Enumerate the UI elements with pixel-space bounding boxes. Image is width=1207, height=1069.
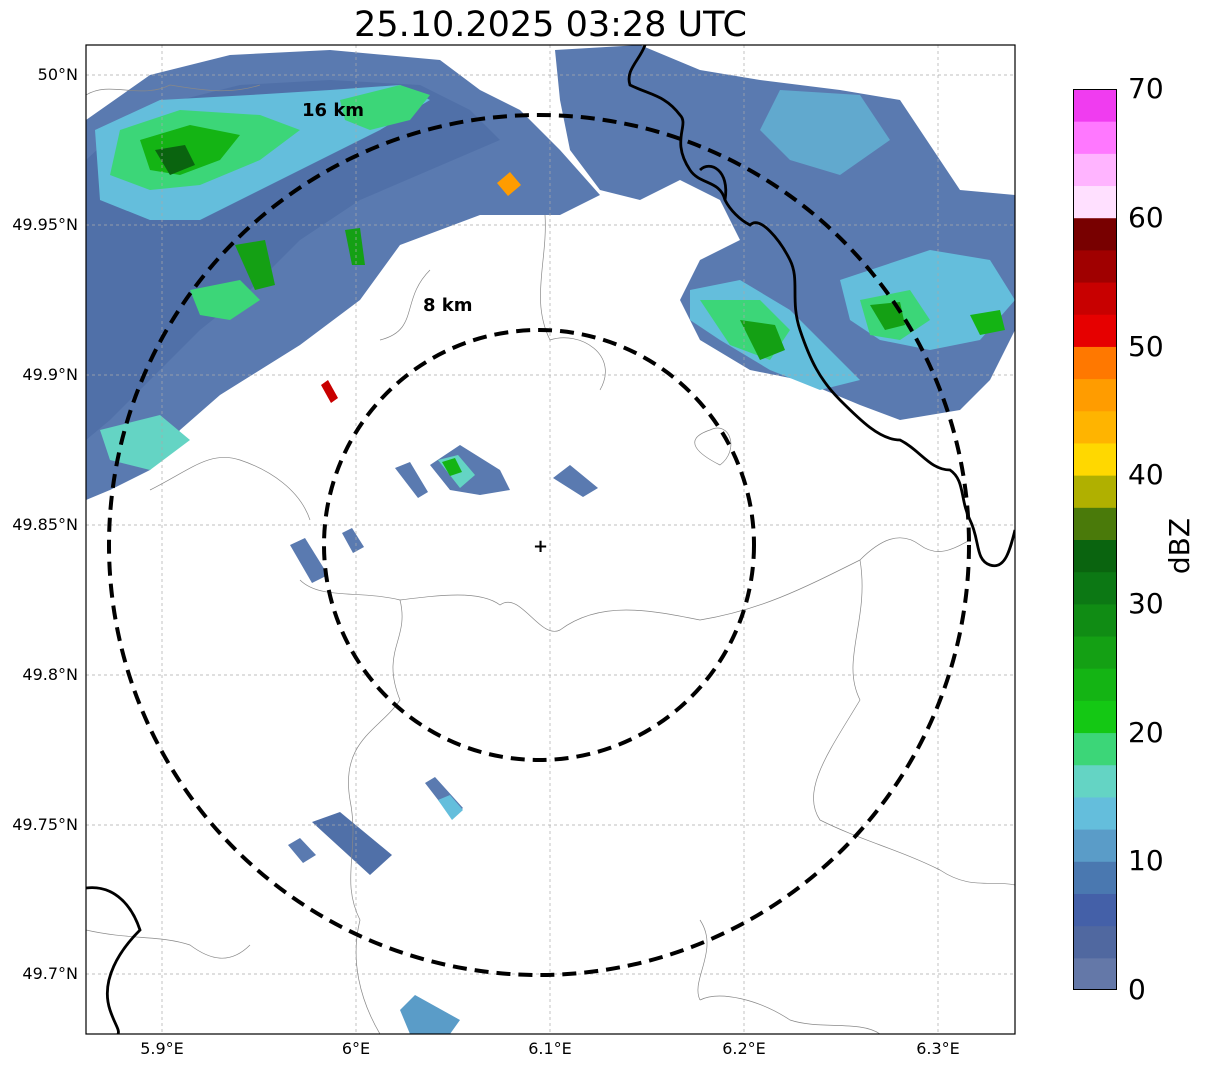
lat-tick-label: 49.95°N	[12, 215, 78, 234]
colorbar-segment	[1073, 346, 1117, 380]
lat-tick-label: 49.85°N	[12, 515, 78, 534]
colorbar-segment	[1073, 282, 1117, 315]
lon-tick-label: 6.2°E	[722, 1039, 766, 1058]
colorbar-segment	[1073, 121, 1117, 154]
colorbar-segment	[1073, 732, 1117, 766]
colorbar-segment	[1073, 957, 1117, 990]
radar-center-marker: +	[533, 536, 548, 557]
lat-tick-label: 49.8°N	[22, 665, 78, 684]
colorbar-segment	[1073, 668, 1117, 701]
map-title: 25.10.2025 03:28 UTC	[354, 5, 747, 45]
lat-tick-label: 49.75°N	[12, 815, 78, 834]
lon-tick-label: 6.3°E	[916, 1039, 960, 1058]
colorbar-segment	[1073, 925, 1117, 959]
colorbar-tick-label: 30	[1128, 587, 1164, 620]
colorbar-frame	[1073, 89, 1117, 990]
colorbar-segment	[1073, 861, 1117, 894]
colorbar-segment	[1073, 603, 1117, 637]
colorbar-segment	[1073, 89, 1117, 122]
colorbar-segment	[1073, 153, 1117, 187]
ring-16km	[107, 113, 971, 977]
ring-8km	[322, 328, 756, 762]
colorbar-segment	[1073, 764, 1117, 798]
colorbar-segment	[1073, 507, 1117, 540]
colorbar-segment	[1073, 442, 1117, 476]
colorbar-segment	[1073, 249, 1117, 283]
colorbar-segment	[1073, 796, 1117, 830]
colorbar-segment	[1073, 893, 1117, 927]
colorbar-tick-label: 40	[1128, 458, 1164, 491]
ring-label-8km: 8 km	[423, 295, 473, 316]
ring-label-16km: 16 km	[302, 100, 365, 121]
lat-tick-label: 49.9°N	[22, 365, 78, 384]
plot-frame	[85, 44, 1016, 1035]
colorbar-tick-label: 0	[1128, 973, 1146, 1006]
colorbar-segment	[1073, 185, 1117, 219]
colorbar-tick-label: 70	[1128, 72, 1164, 105]
range-rings	[107, 113, 971, 977]
colorbar-tick-label: 20	[1128, 716, 1164, 749]
precipitation-layer	[86, 45, 1015, 1034]
colorbar-segment	[1073, 314, 1117, 347]
lon-tick-label: 6.1°E	[528, 1039, 572, 1058]
colorbar-tick-label: 10	[1128, 844, 1164, 877]
colorbar-segment	[1073, 636, 1117, 669]
colorbar-segment	[1073, 410, 1117, 444]
country-borders	[86, 45, 1015, 1034]
lat-tick-label: 49.7°N	[22, 964, 78, 983]
colorbar-segment	[1073, 700, 1117, 734]
lat-tick-label: 50°N	[37, 65, 78, 84]
colorbar-segment	[1073, 571, 1117, 605]
colorbar-label: dBZ	[1163, 517, 1196, 575]
colorbar-segment	[1073, 217, 1117, 251]
admin-boundaries	[86, 84, 1015, 1034]
colorbar-tick-label: 60	[1128, 201, 1164, 234]
colorbar-segment	[1073, 829, 1117, 862]
colorbar-segment	[1073, 475, 1117, 508]
colorbar-segment	[1073, 539, 1117, 573]
colorbar-tick-label: 50	[1128, 330, 1164, 363]
colorbar	[1073, 89, 1117, 990]
colorbar-segment	[1073, 378, 1117, 412]
lon-tick-label: 5.9°E	[140, 1039, 184, 1058]
lon-tick-label: 6°E	[341, 1039, 371, 1058]
